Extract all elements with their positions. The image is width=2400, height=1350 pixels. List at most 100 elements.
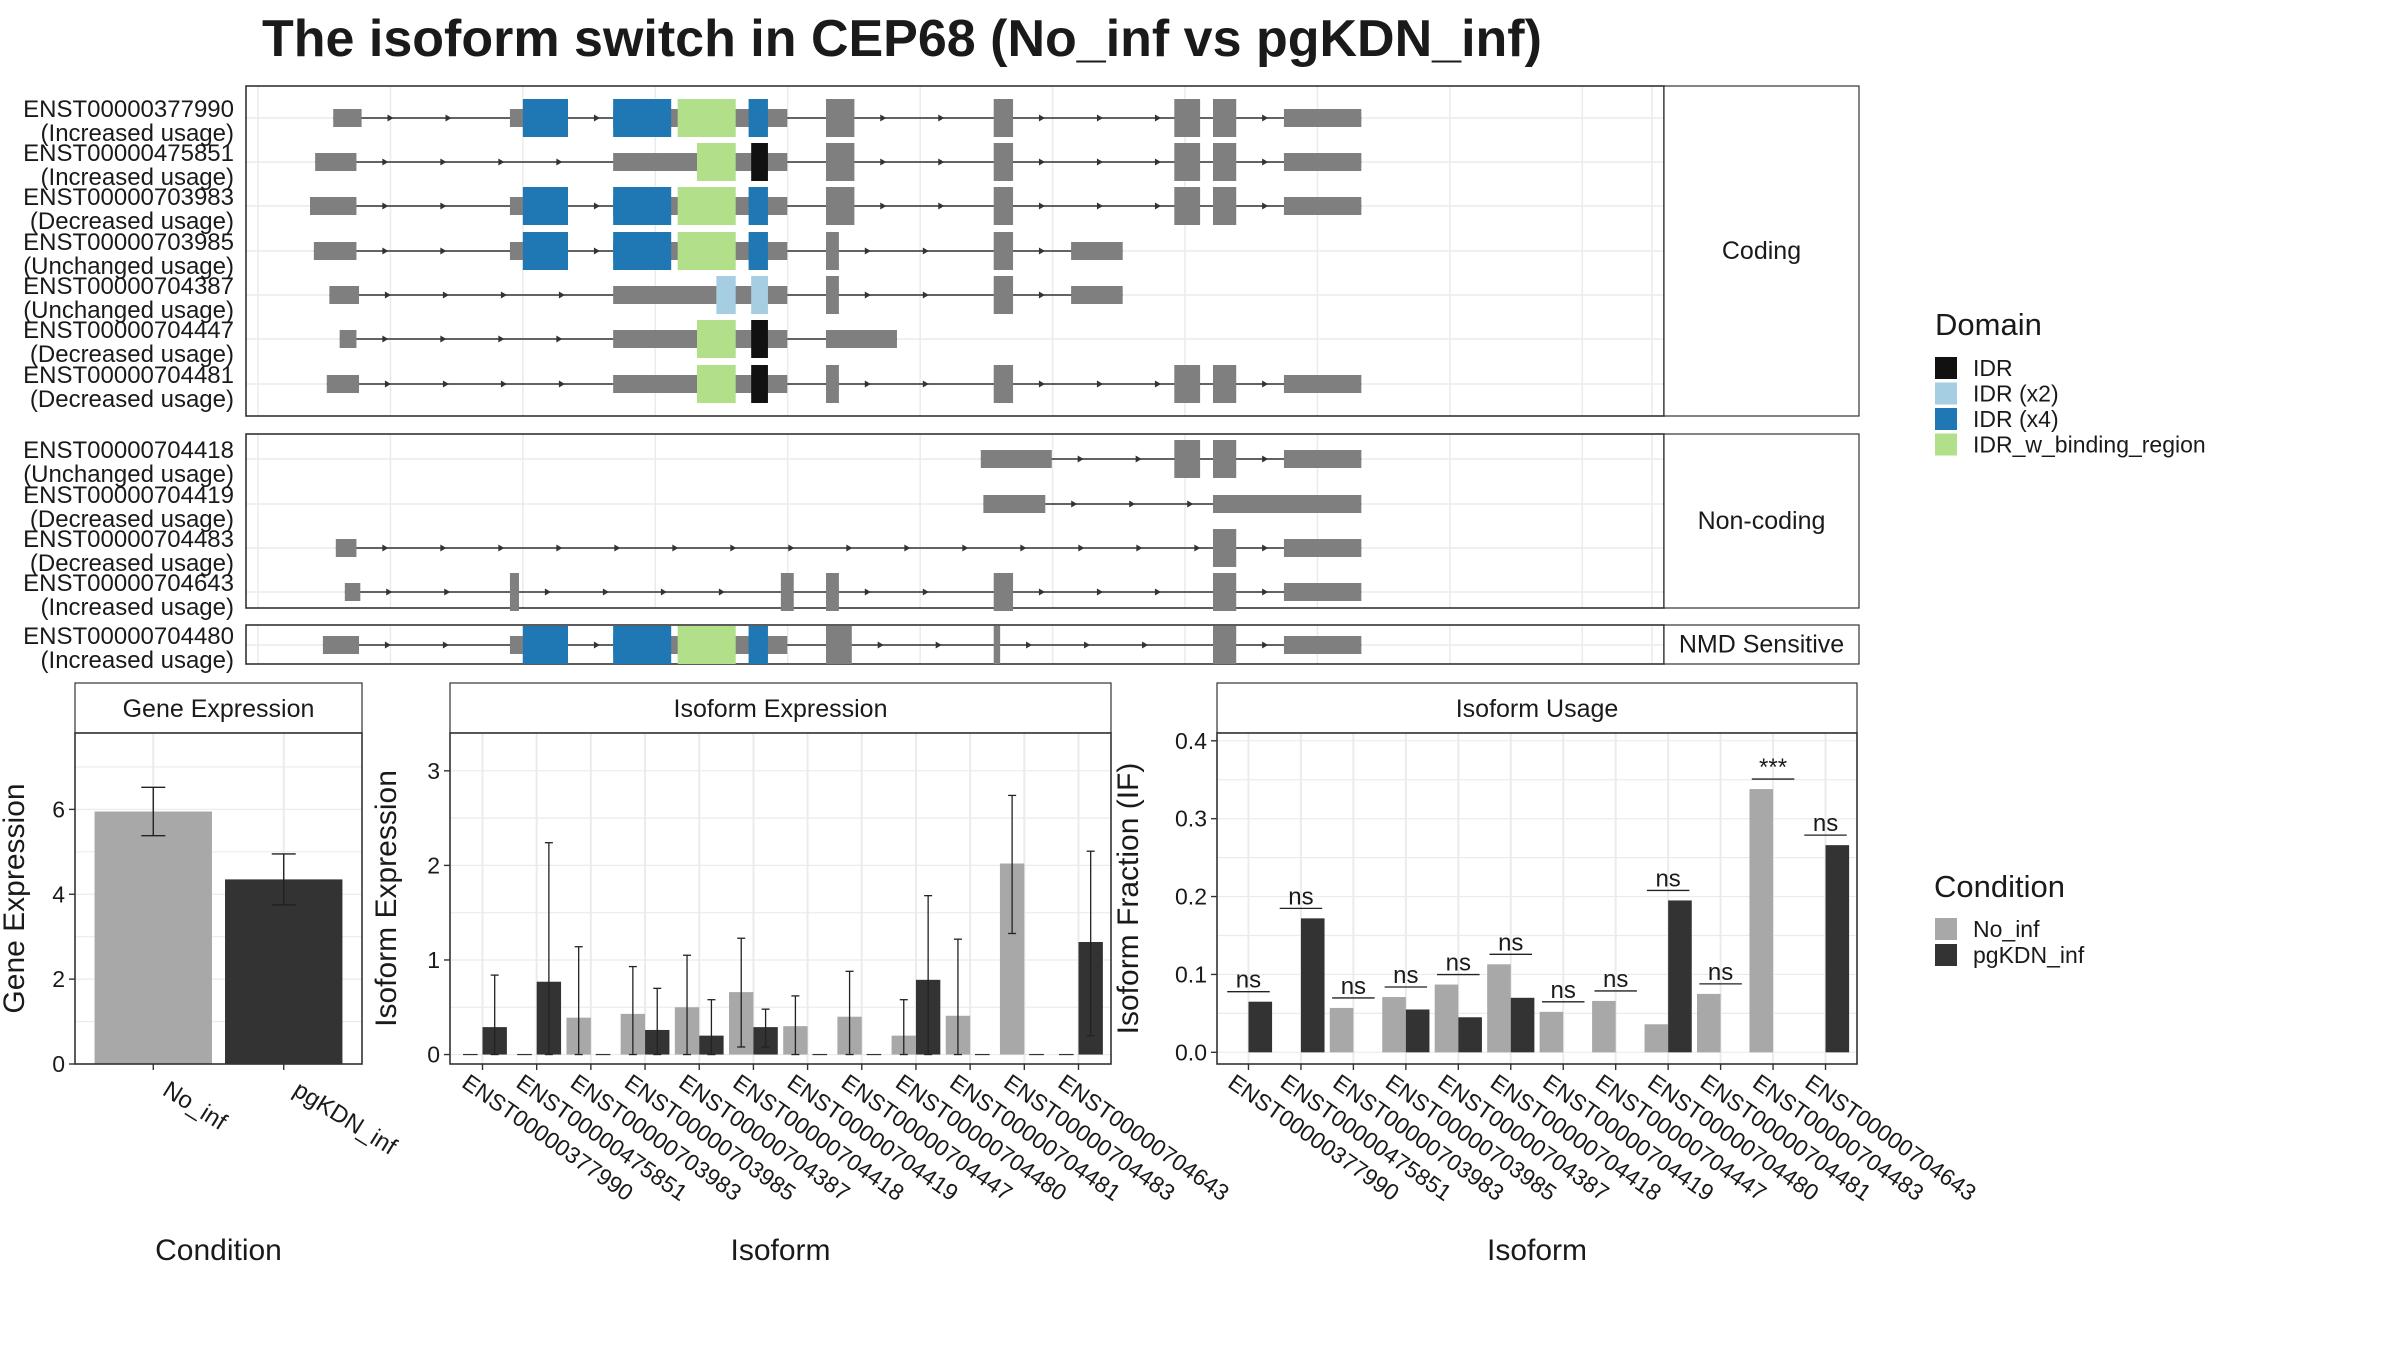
bar	[1329, 1007, 1354, 1053]
exon	[1213, 573, 1237, 611]
transcript-usage-label: (Decreased usage)	[30, 208, 234, 235]
exon	[993, 232, 1014, 270]
intron-arrow	[593, 247, 600, 255]
domain-block	[677, 626, 736, 664]
significance-label: ns	[1708, 959, 1733, 986]
panel-strip	[1216, 682, 1858, 734]
intron-arrow	[1096, 158, 1103, 166]
intron-arrow	[382, 247, 389, 255]
intron-arrow	[904, 544, 911, 552]
exon	[333, 109, 362, 127]
intron-arrow	[877, 641, 884, 649]
intron-arrow	[386, 588, 393, 596]
exon	[1283, 539, 1362, 557]
exon	[993, 626, 1001, 664]
domain-legend-label: IDR (x2)	[1973, 381, 2059, 407]
exon	[326, 375, 360, 393]
intron-arrow	[880, 202, 887, 210]
bar	[1825, 845, 1850, 1053]
exon	[1071, 286, 1123, 304]
exon	[980, 450, 1052, 468]
exon	[313, 242, 357, 260]
bar	[1434, 984, 1459, 1053]
exon	[335, 539, 357, 557]
intron-arrow	[962, 544, 969, 552]
intron-arrow	[672, 544, 679, 552]
condition-legend-label: pgKDN_inf	[1973, 942, 2085, 968]
domain-legend-label: IDR	[1973, 355, 2013, 381]
facet-strip	[1663, 85, 1860, 417]
intron-arrow	[1038, 380, 1045, 388]
bar	[1487, 964, 1511, 1053]
x-tick-label: No_inf	[158, 1076, 231, 1136]
significance-label: ns	[1498, 929, 1523, 956]
domain-block	[748, 99, 768, 137]
transcript-usage-label: (Decreased usage)	[30, 386, 234, 413]
plot-border	[74, 732, 363, 1065]
intron-arrow	[864, 291, 871, 299]
transcript-id-label: ENST00000475851	[23, 140, 234, 167]
domain-block	[748, 187, 768, 225]
y-tick-label: 0.2	[1175, 884, 1207, 910]
domain-block	[751, 276, 768, 314]
exon	[339, 330, 357, 348]
intron-arrow	[593, 202, 600, 210]
intron-arrow	[660, 588, 667, 596]
domain-block	[697, 320, 736, 358]
transcript-usage-label: (Increased usage)	[41, 120, 234, 147]
intron-arrow	[1262, 544, 1269, 552]
transcript-id-label: ENST00000704483	[23, 526, 234, 553]
intron-arrow	[1096, 588, 1103, 596]
exon	[1213, 626, 1237, 664]
intron-arrow	[500, 380, 507, 388]
domain-legend-swatch	[1935, 382, 1957, 405]
gene-expression-panel: Gene Expression 0 2 4 6 Gene Expression Condit…	[0, 682, 402, 1267]
domain-legend-label: IDR (x4)	[1973, 406, 2059, 432]
transcript-id-label: ENST00000704418	[23, 437, 234, 464]
condition-legend-label: No_inf	[1973, 916, 2040, 942]
transcript-usage-label: (Decreased usage)	[30, 550, 234, 577]
intron-arrow	[938, 158, 945, 166]
intron-arrow	[442, 380, 449, 388]
intron-arrow	[1071, 500, 1078, 508]
domain-block	[613, 187, 672, 225]
exon	[613, 286, 788, 304]
exon	[1283, 583, 1362, 601]
exon	[993, 187, 1014, 225]
intron-arrow	[846, 544, 853, 552]
significance-label: ns	[1655, 865, 1680, 892]
isoform-expression-panel: Isoform Expression 0 1 2 3 Isoform Expression…	[370, 682, 1234, 1267]
intron-arrow	[1038, 114, 1045, 122]
intron-arrow	[384, 380, 391, 388]
intron-arrow	[1135, 455, 1142, 463]
transcript-id-label: ENST00000704419	[23, 482, 234, 509]
exon	[1213, 365, 1237, 403]
y-tick-label: 6	[52, 796, 65, 822]
intron-arrow	[922, 247, 929, 255]
significance-label: ns	[1446, 950, 1471, 977]
y-tick-label: 0.4	[1175, 728, 1207, 754]
intron-arrow	[593, 114, 600, 122]
bar	[1248, 1001, 1273, 1053]
intron-arrow	[498, 158, 505, 166]
exon	[1071, 242, 1123, 260]
exon	[1174, 99, 1201, 137]
facet-strip-label: NMD Sensitive	[1679, 631, 1844, 659]
transcript-usage-label: (Unchanged usage)	[23, 461, 234, 488]
significance-label: ns	[1288, 883, 1313, 910]
intron-arrow	[387, 114, 394, 122]
y-tick-label: 0.0	[1175, 1039, 1207, 1065]
exon	[826, 276, 839, 314]
bar	[1510, 997, 1535, 1053]
significance-label: ns	[1603, 966, 1628, 993]
intron-arrow	[1096, 202, 1103, 210]
domain-legend-label: IDR_w_binding_region	[1973, 432, 2206, 458]
x-tick-label: pgKDN_inf	[289, 1076, 402, 1161]
domain-legend-swatch	[1935, 357, 1957, 379]
exon	[993, 99, 1014, 137]
intron-arrow	[1084, 641, 1091, 649]
facet-strip-label: Coding	[1722, 237, 1801, 265]
